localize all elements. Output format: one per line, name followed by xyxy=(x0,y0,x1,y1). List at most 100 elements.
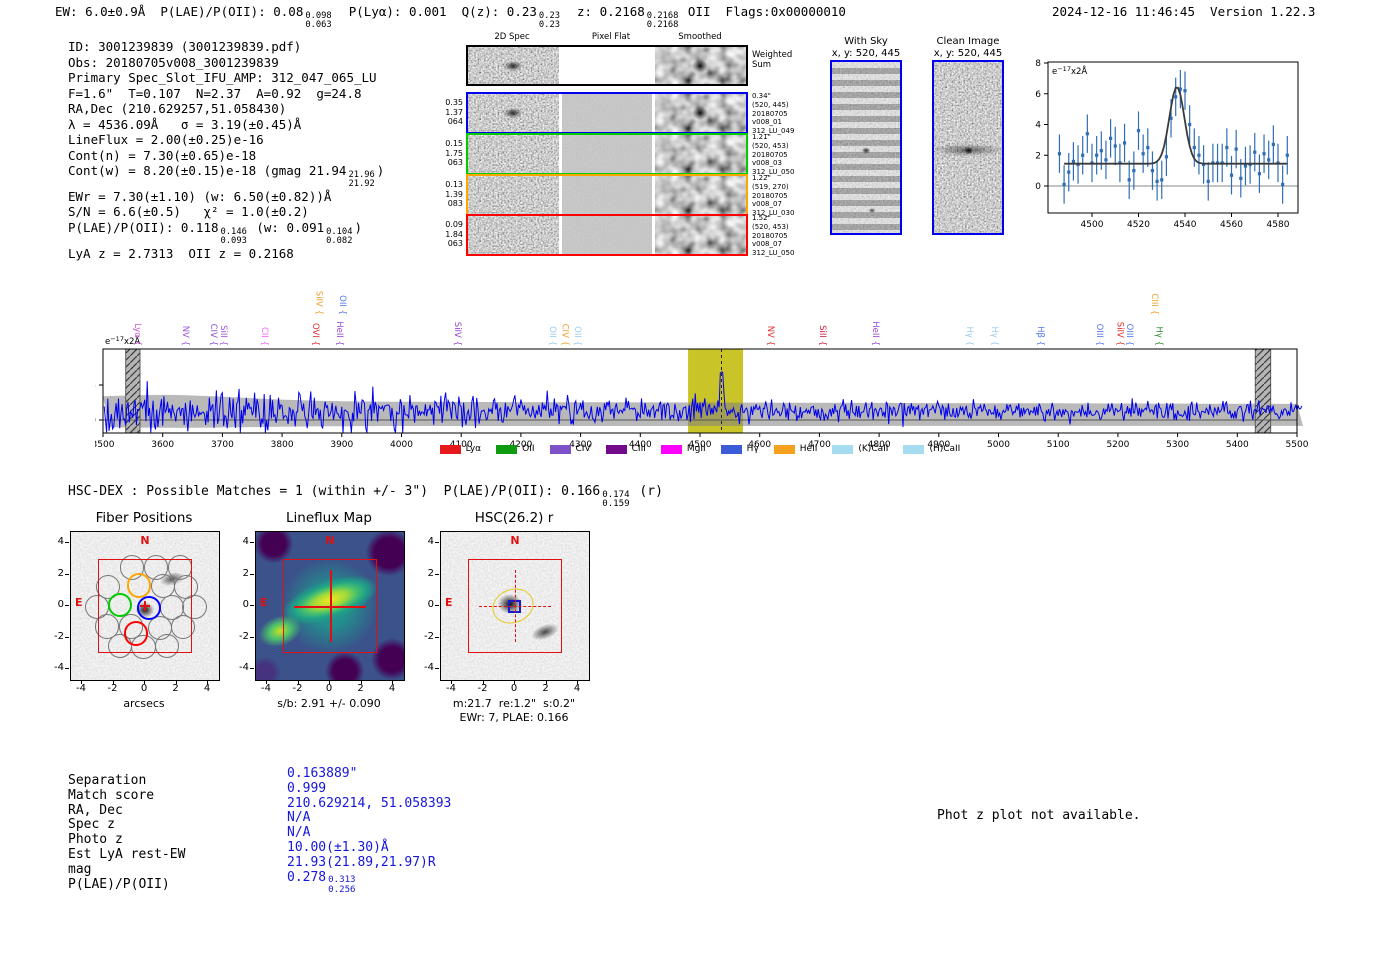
emission-line-label: OII { xyxy=(337,295,347,315)
info-line: Cont(w) = 8.20(±0.15)e-18 (gmag 21.94 21.… xyxy=(68,163,384,189)
smoothed-noise xyxy=(655,135,746,173)
2dspec-noise xyxy=(468,176,559,214)
fiber-map-ytick: 4 xyxy=(57,536,64,547)
emission-line-label: SiIV { xyxy=(1114,322,1124,346)
cutout-left-line: 1.39 xyxy=(445,189,463,199)
center-cross xyxy=(144,601,146,611)
text-segment: 210.629214, 51.058393 xyxy=(287,795,452,811)
info-line: EWr = 7.30(±1.10) (w: 6.50(±0.82))Å xyxy=(68,189,384,205)
lineflux-map-xtickmark xyxy=(266,680,267,684)
svg-text:3800: 3800 xyxy=(271,440,294,450)
stacked-fraction: 0.098 0.063 xyxy=(305,11,331,30)
crosshair-vertical xyxy=(330,569,332,643)
match-row-label: Spec z xyxy=(68,817,115,833)
lineflux-map-xtick: -4 xyxy=(261,683,271,694)
match-row-label: P(LAE)/P(OII) xyxy=(68,876,170,892)
match-row-value: 0.999 xyxy=(287,781,326,796)
source-blob xyxy=(500,58,526,73)
source-blob xyxy=(500,106,526,120)
legend-item: Hγ xyxy=(720,444,759,454)
legend-label: (H)CaII xyxy=(929,444,961,454)
cutout-right-labels: 1.52" (520, 453) 20180705 v008_07 312_LU_050 xyxy=(752,214,802,258)
clean-image-title: Clean Image xyxy=(936,36,1000,47)
lineflux-map-xtick: 0 xyxy=(325,683,333,694)
cutout-right-line: 20180705 xyxy=(752,150,788,159)
cutout-left-line: 0.13 xyxy=(445,180,463,189)
svg-text:4500: 4500 xyxy=(689,440,712,450)
cutout-right-line: 1.22" xyxy=(752,174,771,182)
legend-swatch xyxy=(496,444,518,454)
svg-text:4: 4 xyxy=(1035,121,1041,131)
hsc-map-ytickmark xyxy=(435,668,439,669)
fiber-map-ytickmark xyxy=(65,573,69,575)
cutout-right-line: (520, 453) xyxy=(752,222,789,231)
lineflux-map-xtick: -2 xyxy=(292,683,303,694)
text-segment: 10.00(±1.30)Å xyxy=(287,840,389,855)
legend-label: OII xyxy=(522,444,535,454)
cutout-row xyxy=(466,92,748,134)
fiber-circle xyxy=(182,594,207,619)
cutout-left-labels: 0.09 1.84 063 xyxy=(440,220,463,249)
source-blob xyxy=(493,589,528,618)
cutout-row-cells xyxy=(468,47,746,84)
hsc-map-xtickmark xyxy=(514,680,515,684)
match-row-value: 0.163889" xyxy=(287,766,357,781)
spectrum-unit-label: e−17x2Å xyxy=(105,335,140,347)
svg-text:5500: 5500 xyxy=(1286,440,1309,450)
cutout-2dspec-cell xyxy=(468,94,559,132)
emission-line-label: OVI { xyxy=(310,323,320,346)
fiber-map-title: Fiber Positions xyxy=(95,510,193,526)
emission-line-label: Hγ { xyxy=(989,326,999,346)
emission-line-label: SiIV { xyxy=(314,291,324,315)
cutout-right-line: 20180705 xyxy=(752,231,788,240)
fiber-map-ytick: 0 xyxy=(57,599,64,610)
info-line: LyA z = 2.7313 OII z = 0.2168 xyxy=(68,246,384,262)
cutout-row xyxy=(466,45,748,86)
legend-swatch xyxy=(549,444,571,454)
highlight-fiber-circle xyxy=(124,621,149,646)
cutout-right-line: v008_07 xyxy=(752,240,782,249)
text-segment: 21.93(21.89,21.97)R xyxy=(287,854,436,870)
fiber-map-xtick: 4 xyxy=(203,683,211,694)
svg-text:2: 2 xyxy=(1035,151,1041,161)
fraction-upper: 21.96 xyxy=(348,169,375,180)
2dspec-noise xyxy=(468,216,559,254)
hsc-map-xtickmark xyxy=(482,680,484,684)
svg-text:3900: 3900 xyxy=(330,440,353,450)
source-blob xyxy=(961,144,975,156)
text-segment: ) xyxy=(376,163,385,178)
legend-label: HeII xyxy=(799,444,818,454)
match-row-value: 0.278 0.313 0.256 xyxy=(287,870,358,896)
legend-swatch xyxy=(773,444,795,454)
info-line: P(LAE)/P(OII): 0.118 0.146 0.093 (w: 0.091… xyxy=(68,220,384,246)
text-segment: 0.999 xyxy=(287,780,327,796)
cutout-grid: 2D Spec Pixel Flat Smoothed Weighted Sum 0.35… xyxy=(440,30,800,260)
text-segment: F=1.6" T=0.107 N=2.37 A=0.92 g=24.8 xyxy=(68,85,362,101)
fraction-lower: 0.159 xyxy=(602,499,630,510)
with-sky-coords: x, y: 520, 445 xyxy=(831,48,901,59)
cutout-row-cells xyxy=(468,216,746,254)
extraction-box xyxy=(467,558,563,654)
legend-swatch xyxy=(439,444,461,454)
stacked-fraction: 0.174 0.159 xyxy=(602,490,630,510)
compass-north: N xyxy=(510,534,520,547)
match-row-value: N/A xyxy=(287,825,310,840)
emission-line-label: CII { xyxy=(259,327,269,346)
compass-north: N xyxy=(140,534,150,547)
fiber-map-ytickmark xyxy=(65,636,69,638)
spectrum-svg: 3500 3600 3700 3800 3900 4000 4100 4200 4300 4400… xyxy=(90,291,1309,450)
cutout-right-line: 20180705 xyxy=(752,109,788,118)
clean-image-coords: x, y: 520, 445 xyxy=(933,48,1003,59)
fiber-map-xtickmark xyxy=(112,680,114,684)
match-row-label: Separation xyxy=(68,773,147,788)
legend-swatch xyxy=(720,444,742,454)
info-line: λ = 4536.09Å σ = 3.19(±0.45)Å xyxy=(68,117,384,133)
cutout-left-line: 0.09 xyxy=(445,220,463,229)
svg-text:5400: 5400 xyxy=(1226,440,1249,450)
cutout-right-line: 20180705 xyxy=(752,191,788,200)
cutout-row xyxy=(466,214,748,256)
svg-text:4700: 4700 xyxy=(808,440,831,450)
lineflux-map-ytick: 2 xyxy=(242,567,249,579)
lineflux-map-ytickmark xyxy=(250,605,254,606)
